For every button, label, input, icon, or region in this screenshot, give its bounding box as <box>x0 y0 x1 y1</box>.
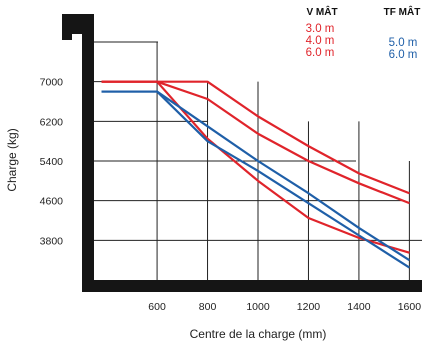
chart-series <box>101 80 410 269</box>
series-line-1 <box>101 80 410 205</box>
legend-item-v-3m: 3.0 m <box>306 23 335 35</box>
legend: V MÂT 3.0 m 4.0 m 6.0 m TF MÂT 5.0 m 6.0… <box>306 5 421 61</box>
series-line-4 <box>101 90 410 269</box>
y-tick-label: 6200 <box>40 116 64 128</box>
y-tick-label: 5400 <box>40 156 64 168</box>
x-tick-label: 1000 <box>246 301 270 313</box>
series-line-2 <box>101 80 410 254</box>
series-line-0 <box>101 80 410 195</box>
x-tick-label: 1200 <box>297 301 321 313</box>
legend-item-tf-6m: 6.0 m <box>389 49 418 61</box>
x-tick-label: 1400 <box>347 301 371 313</box>
legend-item-tf-5m: 5.0 m <box>389 37 418 49</box>
x-axis-title: Centre de la charge (mm) <box>190 327 327 341</box>
legend-item-v-6m: 6.0 m <box>306 47 335 59</box>
y-tick-label: 4600 <box>40 196 64 208</box>
x-axis-ticks: 600 800 1000 1200 1400 1600 <box>148 301 421 313</box>
y-axis-title: Charge (kg) <box>5 128 19 191</box>
y-axis-ticks: 3800 4600 5400 6200 7000 <box>40 77 64 248</box>
x-tick-label: 800 <box>199 301 217 313</box>
legend-title-tf-mat: TF MÂT <box>384 5 421 18</box>
y-tick-label: 3800 <box>40 235 64 247</box>
legend-title-v-mat: V MÂT <box>306 5 337 18</box>
x-tick-label: 1600 <box>398 301 422 313</box>
legend-item-v-4m: 4.0 m <box>306 35 335 47</box>
x-tick-label: 600 <box>148 301 166 313</box>
forklift-frame-icon <box>62 14 422 292</box>
y-tick-label: 7000 <box>40 77 64 89</box>
